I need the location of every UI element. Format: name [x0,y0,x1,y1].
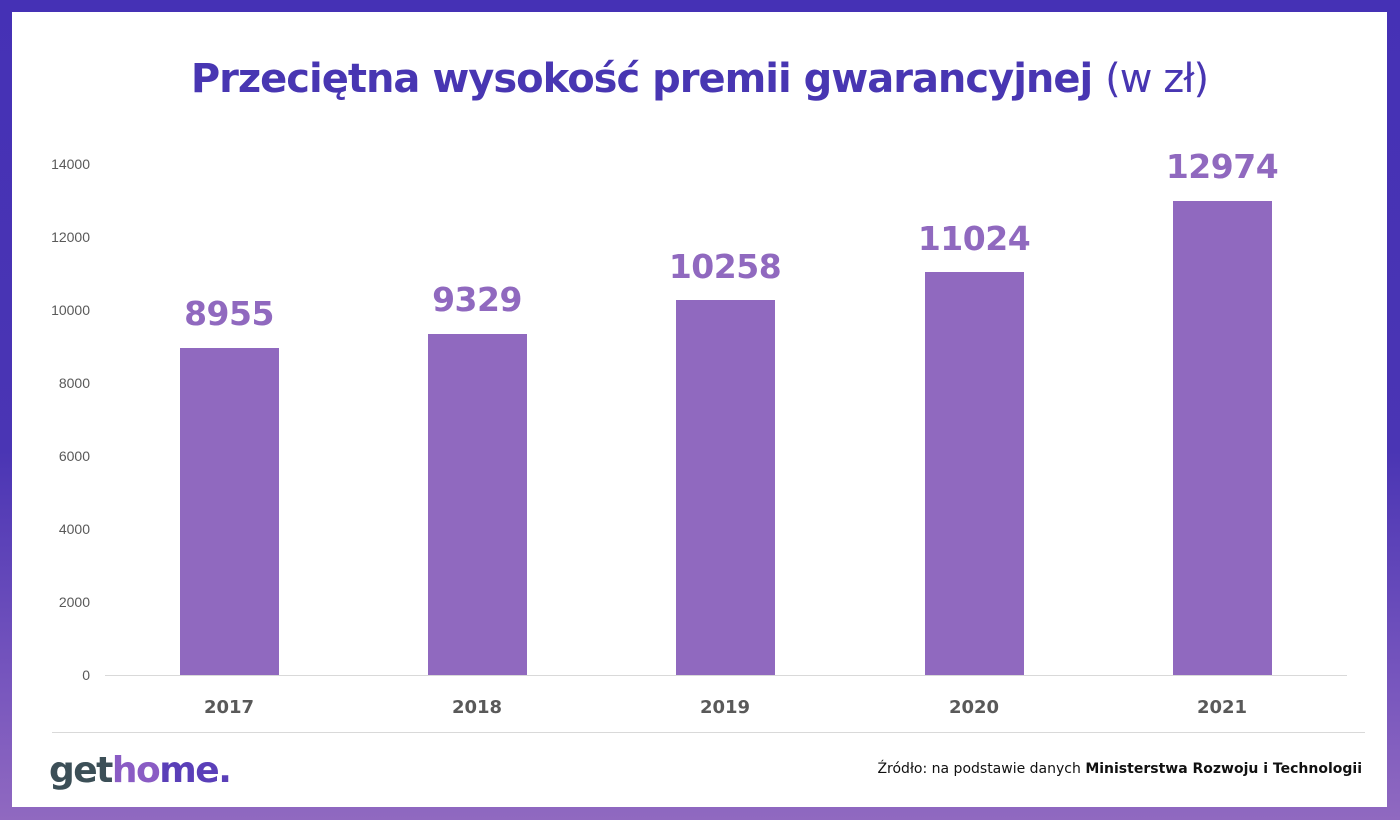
bar-2021 [1173,201,1272,675]
source-prefix: Źródło: na podstawie danych [877,761,1086,777]
y-tick: 12000 [51,229,90,245]
bar-2020 [925,272,1024,675]
footer-divider [52,732,1365,733]
bar-value-label: 9329 [432,280,522,319]
source-note: Źródło: na podstawie danych Ministerstwa… [877,761,1362,777]
x-tick: 2021 [1196,697,1248,718]
logo-part-get: get [49,750,113,791]
logo-part-ho: ho [111,750,161,791]
chart-title-unit: (w zł) [1105,56,1209,102]
y-tick: 4000 [58,521,90,537]
bar-value-label: 10258 [668,247,782,286]
y-tick: 2000 [58,594,90,610]
bar-value-label: 11024 [917,219,1031,258]
bar-2017 [180,348,279,675]
y-tick: 6000 [58,448,90,464]
y-tick: 14000 [51,156,90,172]
y-tick: 8000 [58,375,90,391]
source-institution: Ministerstwa Rozwoju i Technologii [1085,761,1362,777]
chart-title-main: Przeciętna wysokość premii gwarancyjnej [190,56,1093,102]
x-tick: 2018 [451,697,503,718]
y-tick: 0 [82,667,90,683]
gethome-logo: gethome. [49,750,232,791]
bar-2019 [676,300,775,675]
y-tick: 10000 [51,302,90,318]
bar-value-label: 8955 [184,294,274,333]
x-tick: 2017 [203,697,255,718]
bar-2018 [428,334,527,675]
x-tick: 2020 [948,697,1000,718]
chart-title: Przeciętna wysokość premii gwarancyjnej … [12,56,1387,102]
x-tick: 2019 [699,697,751,718]
logo-part-me: me. [159,750,232,791]
bar-value-label: 12974 [1165,147,1279,186]
x-axis-line [105,675,1347,676]
chart-card: Przeciętna wysokość premii gwarancyjnej … [12,12,1387,807]
